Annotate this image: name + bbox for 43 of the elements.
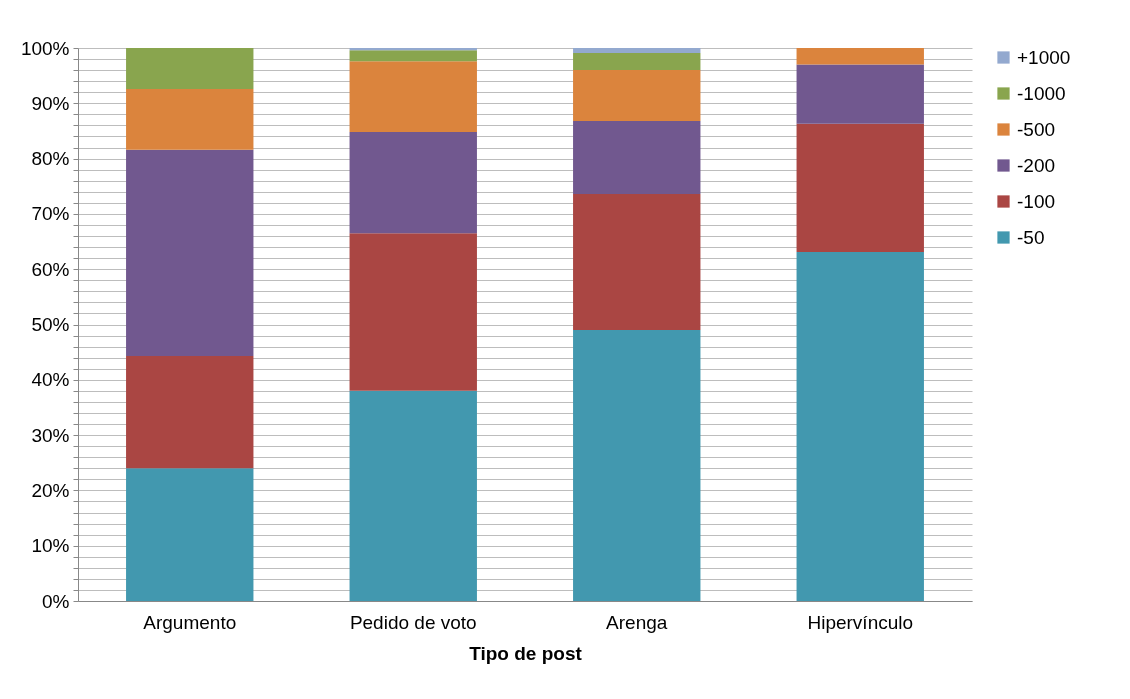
y-tick-label: 60% — [31, 258, 70, 280]
y-tick-label: 80% — [31, 148, 70, 170]
bar — [796, 64, 924, 124]
x-tick-label: Pedido de voto — [349, 611, 477, 633]
bar — [573, 52, 701, 71]
bar — [573, 48, 701, 53]
bar — [573, 193, 701, 331]
x-tick-label: Hipervínculo — [807, 611, 914, 633]
bar — [126, 48, 254, 89]
y-tick-label: 20% — [31, 479, 70, 501]
x-axis-title: Tipo de post — [469, 642, 583, 664]
bar — [796, 48, 924, 65]
bar — [126, 468, 254, 601]
legend-label: -200 — [1017, 154, 1056, 176]
bar — [796, 252, 924, 601]
bar — [573, 70, 701, 121]
legend-label: +1000 — [1017, 46, 1071, 68]
y-tick-label: 100% — [20, 37, 70, 59]
y-tick-label: 40% — [31, 369, 70, 391]
x-tick-label: Arenga — [606, 611, 668, 633]
bar — [573, 330, 701, 601]
legend-label: -100 — [1017, 190, 1056, 212]
bar — [349, 390, 477, 601]
bar — [349, 132, 477, 234]
bar — [349, 50, 477, 62]
y-tick-label: 70% — [31, 203, 70, 225]
legend-label: -500 — [1017, 118, 1056, 140]
y-tick-label: 0% — [42, 590, 70, 612]
bar — [796, 123, 924, 253]
y-tick-label: 10% — [31, 535, 70, 557]
bar — [573, 121, 701, 194]
bar — [126, 88, 254, 150]
bar — [349, 48, 477, 51]
y-tick-label: 50% — [31, 314, 70, 335]
y-tick-label: 90% — [31, 92, 70, 114]
bar — [349, 61, 477, 133]
bar — [126, 149, 254, 357]
legend-label: -1000 — [1017, 82, 1066, 104]
bar — [349, 233, 477, 391]
y-tick-label: 30% — [31, 424, 70, 446]
bar — [126, 356, 254, 469]
x-tick-label: Argumento — [143, 611, 237, 633]
legend-label: -50 — [1017, 226, 1045, 248]
